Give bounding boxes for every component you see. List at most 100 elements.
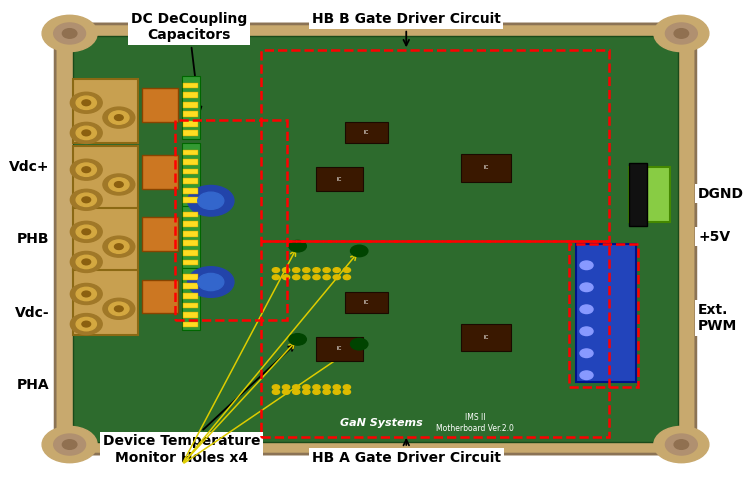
Bar [345,292,388,313]
Circle shape [654,426,709,463]
Bar [183,150,198,155]
Bar [183,312,198,318]
Circle shape [103,107,135,128]
Bar [74,270,139,335]
Bar [183,169,198,174]
Bar [183,178,198,184]
Circle shape [323,268,330,272]
Bar [182,143,200,206]
Bar [183,322,198,327]
Bar [183,188,198,194]
Bar [577,244,636,382]
Circle shape [665,434,698,455]
Circle shape [109,302,129,315]
Circle shape [580,261,593,270]
Bar [262,241,609,437]
Bar [316,167,363,191]
Circle shape [292,390,300,394]
Circle shape [350,338,368,350]
Circle shape [333,275,340,280]
Circle shape [674,29,688,38]
Text: Device Temperature
Monitor Holes x4: Device Temperature Monitor Holes x4 [103,345,294,465]
Circle shape [103,174,135,195]
Text: IC: IC [483,335,488,340]
Text: DC DeCoupling
Capacitors: DC DeCoupling Capacitors [131,12,248,112]
Circle shape [82,197,91,203]
Bar [183,121,198,127]
Circle shape [42,426,98,463]
Circle shape [115,115,123,120]
Bar [183,293,198,299]
Bar [183,197,198,203]
Circle shape [109,111,129,124]
Circle shape [76,287,97,301]
Circle shape [580,349,593,358]
Text: IMS II
Motherboard Ver.2.0: IMS II Motherboard Ver.2.0 [436,413,514,433]
Bar [183,274,198,280]
Circle shape [303,385,310,390]
Circle shape [272,385,280,390]
Circle shape [580,283,593,292]
Text: IC: IC [364,130,369,135]
Text: HB A Gate Driver Circuit: HB A Gate Driver Circuit [312,440,501,465]
Circle shape [76,255,97,269]
Bar [183,83,198,88]
Circle shape [70,159,102,180]
Bar [74,79,139,143]
Text: PHB: PHB [16,232,50,246]
Circle shape [350,245,368,257]
Bar [183,260,198,265]
Circle shape [313,385,320,390]
Circle shape [323,390,330,394]
Bar [183,283,198,289]
Circle shape [82,259,91,265]
Circle shape [76,317,97,331]
Bar [316,337,363,361]
Circle shape [289,240,306,252]
Bar [182,206,200,268]
FancyBboxPatch shape [56,24,696,454]
Bar [183,221,198,227]
Circle shape [62,440,76,449]
Circle shape [323,385,330,390]
Circle shape [82,291,91,297]
Circle shape [76,126,97,140]
Circle shape [82,130,91,136]
Bar [183,111,198,117]
Circle shape [76,163,97,176]
Circle shape [272,268,280,272]
Text: +5V: +5V [698,229,730,244]
Bar [345,122,388,143]
Text: IC: IC [364,300,369,305]
Circle shape [109,178,129,191]
Bar [262,50,609,241]
Circle shape [62,29,76,38]
Bar [183,303,198,308]
Text: IC: IC [483,165,488,170]
Circle shape [115,244,123,250]
Bar [182,76,200,139]
Circle shape [70,221,102,242]
Circle shape [188,185,234,216]
Bar [183,130,198,136]
Circle shape [580,371,593,380]
Circle shape [674,440,688,449]
Circle shape [54,434,86,455]
Bar [142,280,178,313]
Circle shape [303,268,310,272]
Circle shape [115,306,123,312]
Circle shape [198,192,223,209]
Circle shape [82,229,91,235]
Circle shape [283,390,290,394]
Text: PHA: PHA [16,378,50,392]
Circle shape [313,275,320,280]
Text: GaN Systems: GaN Systems [340,418,422,428]
Bar [460,154,512,182]
Circle shape [70,92,102,113]
Bar [183,102,198,108]
Circle shape [103,298,135,319]
Bar [183,212,198,217]
Text: DGND: DGND [698,186,744,201]
Circle shape [580,305,593,314]
Bar [183,250,198,256]
